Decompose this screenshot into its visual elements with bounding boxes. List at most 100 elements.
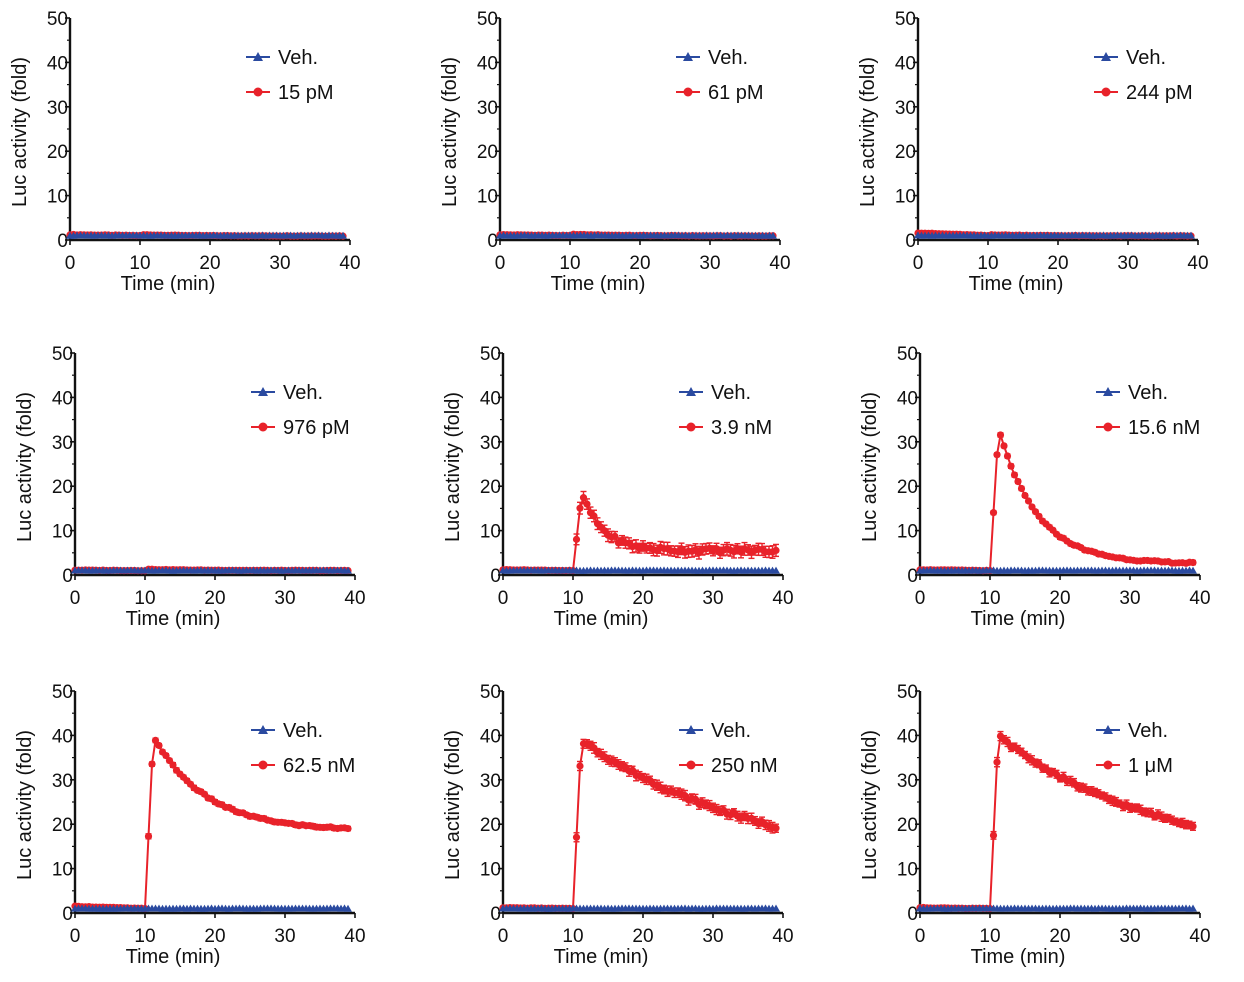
data-point-treatment: [1018, 485, 1025, 492]
x-tick-label: 0: [498, 588, 509, 609]
x-tick-label: 10: [134, 588, 155, 609]
data-point-treatment: [1014, 478, 1021, 485]
y-tick-label: 20: [47, 142, 68, 163]
x-tick-label: 20: [1049, 588, 1070, 609]
data-point-treatment: [155, 742, 162, 749]
data-point-treatment: [1011, 471, 1018, 478]
legend-marker-treatment: [1104, 423, 1113, 432]
legend-label-treatment: 61 pM: [708, 82, 764, 104]
x-axis-title: Time (min): [551, 273, 646, 295]
legend: Veh.244 pM: [1094, 47, 1193, 104]
y-tick-label: 10: [52, 860, 73, 881]
legend: Veh.3.9 nM: [679, 382, 772, 439]
data-point-treatment: [611, 533, 618, 540]
x-tick-label: 0: [915, 926, 926, 947]
data-point-treatment: [145, 833, 152, 840]
y-tick-label: 50: [480, 682, 501, 703]
x-tick-label: 40: [339, 253, 360, 274]
legend-label-vehicle: Veh.: [283, 382, 323, 404]
y-tick-label: 10: [895, 187, 916, 208]
y-axis-title: Luc activity (fold): [442, 392, 464, 542]
y-tick-label: 40: [52, 726, 73, 747]
series-vehicle: [66, 231, 347, 238]
y-tick-label: 20: [52, 477, 73, 498]
data-point-treatment: [576, 505, 583, 512]
x-tick-label: 20: [1047, 253, 1068, 274]
y-tick-label: 10: [477, 187, 498, 208]
x-tick-label: 20: [632, 588, 653, 609]
data-point-treatment: [576, 762, 583, 769]
series-vehicle: [916, 904, 1197, 911]
series-treatment: [499, 491, 779, 574]
legend: Veh.250 nM: [679, 720, 778, 777]
data-point-treatment: [580, 494, 587, 501]
legend: Veh.62.5 nM: [251, 720, 355, 777]
y-tick-label: 50: [52, 682, 73, 703]
x-tick-label: 40: [344, 926, 365, 947]
legend-label-treatment: 976 pM: [283, 417, 350, 439]
y-tick-label: 30: [897, 433, 918, 454]
y-tick-label: 20: [52, 815, 73, 836]
y-axis-title: Luc activity (fold): [14, 392, 36, 542]
y-axis-title: Luc activity (fold): [439, 57, 461, 207]
series-vehicle: [916, 566, 1197, 573]
y-axis-title: Luc activity (fold): [859, 392, 881, 542]
x-axis-title: Time (min): [121, 273, 216, 295]
y-tick-label: 20: [897, 815, 918, 836]
series-vehicle: [71, 566, 352, 573]
legend-label-treatment: 62.5 nM: [283, 755, 355, 777]
x-tick-label: 10: [134, 926, 155, 947]
y-tick-label: 30: [480, 771, 501, 792]
legend-marker-treatment: [1102, 88, 1111, 97]
legend-label-treatment: 15 pM: [278, 82, 334, 104]
series-vehicle: [71, 904, 352, 911]
legend-label-vehicle: Veh.: [711, 382, 751, 404]
legend-marker-treatment: [1104, 761, 1113, 770]
y-tick-label: 0: [490, 566, 501, 587]
x-axis-title: Time (min): [971, 946, 1066, 968]
legend-label-treatment: 15.6 nM: [1128, 417, 1200, 439]
x-tick-label: 10: [129, 253, 150, 274]
x-tick-label: 0: [70, 588, 81, 609]
y-tick-label: 50: [52, 344, 73, 365]
x-tick-label: 20: [204, 926, 225, 947]
y-tick-label: 40: [477, 53, 498, 74]
x-tick-label: 30: [1119, 588, 1140, 609]
y-tick-label: 20: [480, 815, 501, 836]
y-tick-label: 0: [907, 566, 918, 587]
x-tick-label: 40: [772, 926, 793, 947]
legend-marker-treatment: [254, 88, 263, 97]
x-tick-label: 30: [1119, 926, 1140, 947]
x-tick-label: 20: [1049, 926, 1070, 947]
y-tick-label: 0: [907, 904, 918, 925]
series-vehicle: [499, 904, 780, 911]
x-tick-label: 20: [199, 253, 220, 274]
y-tick-label: 0: [490, 904, 501, 925]
data-point-treatment: [997, 431, 1004, 438]
x-tick-label: 10: [559, 253, 580, 274]
y-tick-label: 30: [897, 771, 918, 792]
y-tick-label: 50: [47, 9, 68, 30]
x-axis-title: Time (min): [554, 946, 649, 968]
y-tick-label: 40: [897, 388, 918, 409]
y-tick-label: 0: [487, 231, 498, 252]
y-tick-label: 30: [895, 98, 916, 119]
x-tick-label: 0: [495, 253, 506, 274]
series-vehicle: [496, 231, 777, 238]
y-tick-label: 10: [480, 522, 501, 543]
y-tick-label: 50: [897, 682, 918, 703]
x-axis-title: Time (min): [969, 273, 1064, 295]
y-tick-label: 30: [47, 98, 68, 119]
y-tick-label: 40: [897, 726, 918, 747]
data-point-treatment: [344, 825, 351, 832]
data-point-treatment: [148, 760, 155, 767]
y-tick-label: 0: [57, 231, 68, 252]
y-tick-label: 20: [895, 142, 916, 163]
x-tick-label: 40: [1187, 253, 1208, 274]
x-tick-label: 10: [977, 253, 998, 274]
y-tick-label: 10: [480, 860, 501, 881]
x-axis-title: Time (min): [126, 946, 221, 968]
